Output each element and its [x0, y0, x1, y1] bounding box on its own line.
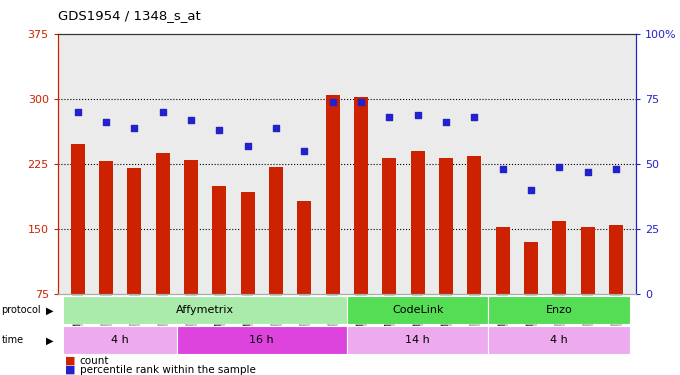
Point [554, 164, 565, 170]
Point [186, 117, 197, 123]
Point [441, 119, 452, 125]
Bar [127, 168, 141, 294]
Bar [63, 326, 177, 354]
Point [242, 143, 253, 149]
Bar [496, 228, 510, 294]
Point [611, 166, 622, 172]
Bar [411, 151, 425, 294]
Bar [177, 326, 347, 354]
Text: ▶: ▶ [46, 305, 53, 315]
Bar [439, 158, 453, 294]
Bar [347, 296, 488, 324]
Point [271, 124, 282, 130]
Text: ■: ■ [65, 365, 79, 375]
Text: ■: ■ [65, 356, 79, 366]
Point [214, 127, 225, 133]
Bar [184, 160, 198, 294]
Bar [347, 326, 488, 354]
Text: 14 h: 14 h [405, 335, 430, 345]
Text: ▶: ▶ [46, 335, 53, 345]
Bar [552, 220, 566, 294]
Text: count: count [80, 356, 109, 366]
Text: GDS1954 / 1348_s_at: GDS1954 / 1348_s_at [58, 9, 201, 22]
Point [497, 166, 508, 172]
Text: 4 h: 4 h [112, 335, 129, 345]
Bar [269, 166, 283, 294]
Point [526, 187, 537, 193]
Bar [156, 153, 170, 294]
Text: percentile rank within the sample: percentile rank within the sample [80, 365, 256, 375]
Text: Enzo: Enzo [546, 305, 573, 315]
Bar [71, 144, 85, 294]
Bar [63, 296, 347, 324]
Point [582, 169, 593, 175]
Bar [524, 242, 538, 294]
Bar [99, 162, 113, 294]
Text: Affymetrix: Affymetrix [176, 305, 234, 315]
Bar [297, 201, 311, 294]
Text: CodeLink: CodeLink [392, 305, 443, 315]
Point [327, 99, 338, 105]
Text: protocol: protocol [1, 305, 41, 315]
Bar [241, 192, 255, 294]
Bar [467, 156, 481, 294]
Point [384, 114, 395, 120]
Point [356, 99, 367, 105]
Point [101, 119, 112, 125]
Point [412, 111, 423, 117]
Text: time: time [1, 335, 24, 345]
Bar [382, 158, 396, 294]
Point [72, 109, 83, 115]
Bar [354, 97, 368, 294]
Point [469, 114, 480, 120]
Bar [326, 95, 340, 294]
Text: 4 h: 4 h [550, 335, 568, 345]
Point [299, 148, 310, 154]
Text: 16 h: 16 h [250, 335, 274, 345]
Point [157, 109, 168, 115]
Bar [488, 296, 630, 324]
Point [129, 124, 140, 130]
Bar [488, 326, 630, 354]
Bar [581, 228, 595, 294]
Bar [609, 225, 623, 294]
Bar [212, 186, 226, 294]
